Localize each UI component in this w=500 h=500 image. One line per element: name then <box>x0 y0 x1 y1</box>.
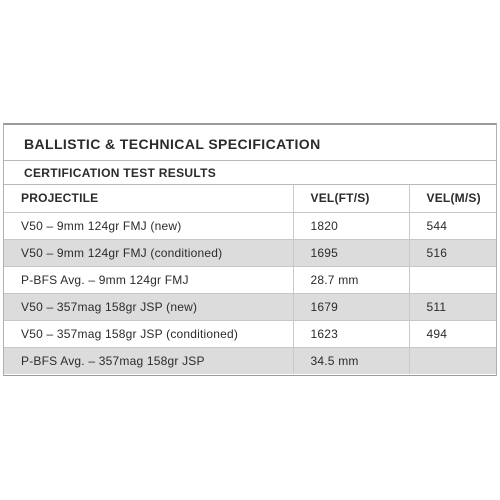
table-row: V50 – 9mm 124gr FMJ (conditioned) 1695 5… <box>4 239 496 267</box>
results-table: PROJECTILE VEL(FT/S) VEL(M/S) V50 – 9mm … <box>4 185 496 374</box>
projectile-cell: V50 – 357mag 158gr JSP (conditioned) <box>4 320 294 348</box>
header-vel-fts: VEL(FT/S) <box>293 185 410 213</box>
table-header-row: PROJECTILE VEL(FT/S) VEL(M/S) <box>4 185 496 213</box>
vel-ms-cell: 494 <box>409 320 496 348</box>
vel-fts-cell: 1820 <box>293 212 410 240</box>
vel-fts-cell: 34.5 mm <box>293 347 410 374</box>
vel-fts-cell: 1679 <box>293 293 410 321</box>
table-row: P-BFS Avg. – 357mag 158gr JSP 34.5 mm <box>4 347 496 374</box>
vel-ms-cell: 544 <box>409 212 496 240</box>
vel-fts-cell: 1695 <box>293 239 410 267</box>
table-row: P-BFS Avg. – 9mm 124gr FMJ 28.7 mm <box>4 266 496 294</box>
table-row: V50 – 357mag 158gr JSP (new) 1679 511 <box>4 293 496 321</box>
projectile-cell: V50 – 357mag 158gr JSP (new) <box>4 293 294 321</box>
vel-ms-cell <box>409 347 496 374</box>
projectile-cell: V50 – 9mm 124gr FMJ (conditioned) <box>4 239 294 267</box>
projectile-cell: P-BFS Avg. – 357mag 158gr JSP <box>4 347 294 374</box>
projectile-cell: V50 – 9mm 124gr FMJ (new) <box>4 212 294 240</box>
table-row: V50 – 357mag 158gr JSP (conditioned) 162… <box>4 320 496 348</box>
vel-ms-cell <box>409 266 496 294</box>
spec-title: BALLISTIC & TECHNICAL SPECIFICATION <box>4 125 496 161</box>
vel-ms-cell: 516 <box>409 239 496 267</box>
vel-fts-cell: 1623 <box>293 320 410 348</box>
header-vel-ms: VEL(M/S) <box>409 185 496 213</box>
vel-ms-cell: 511 <box>409 293 496 321</box>
section-subtitle: CERTIFICATION TEST RESULTS <box>4 161 496 185</box>
vel-fts-cell: 28.7 mm <box>293 266 410 294</box>
spec-sheet: BALLISTIC & TECHNICAL SPECIFICATION CERT… <box>3 123 497 376</box>
table-row: V50 – 9mm 124gr FMJ (new) 1820 544 <box>4 212 496 240</box>
projectile-cell: P-BFS Avg. – 9mm 124gr FMJ <box>4 266 294 294</box>
header-projectile: PROJECTILE <box>4 185 294 213</box>
